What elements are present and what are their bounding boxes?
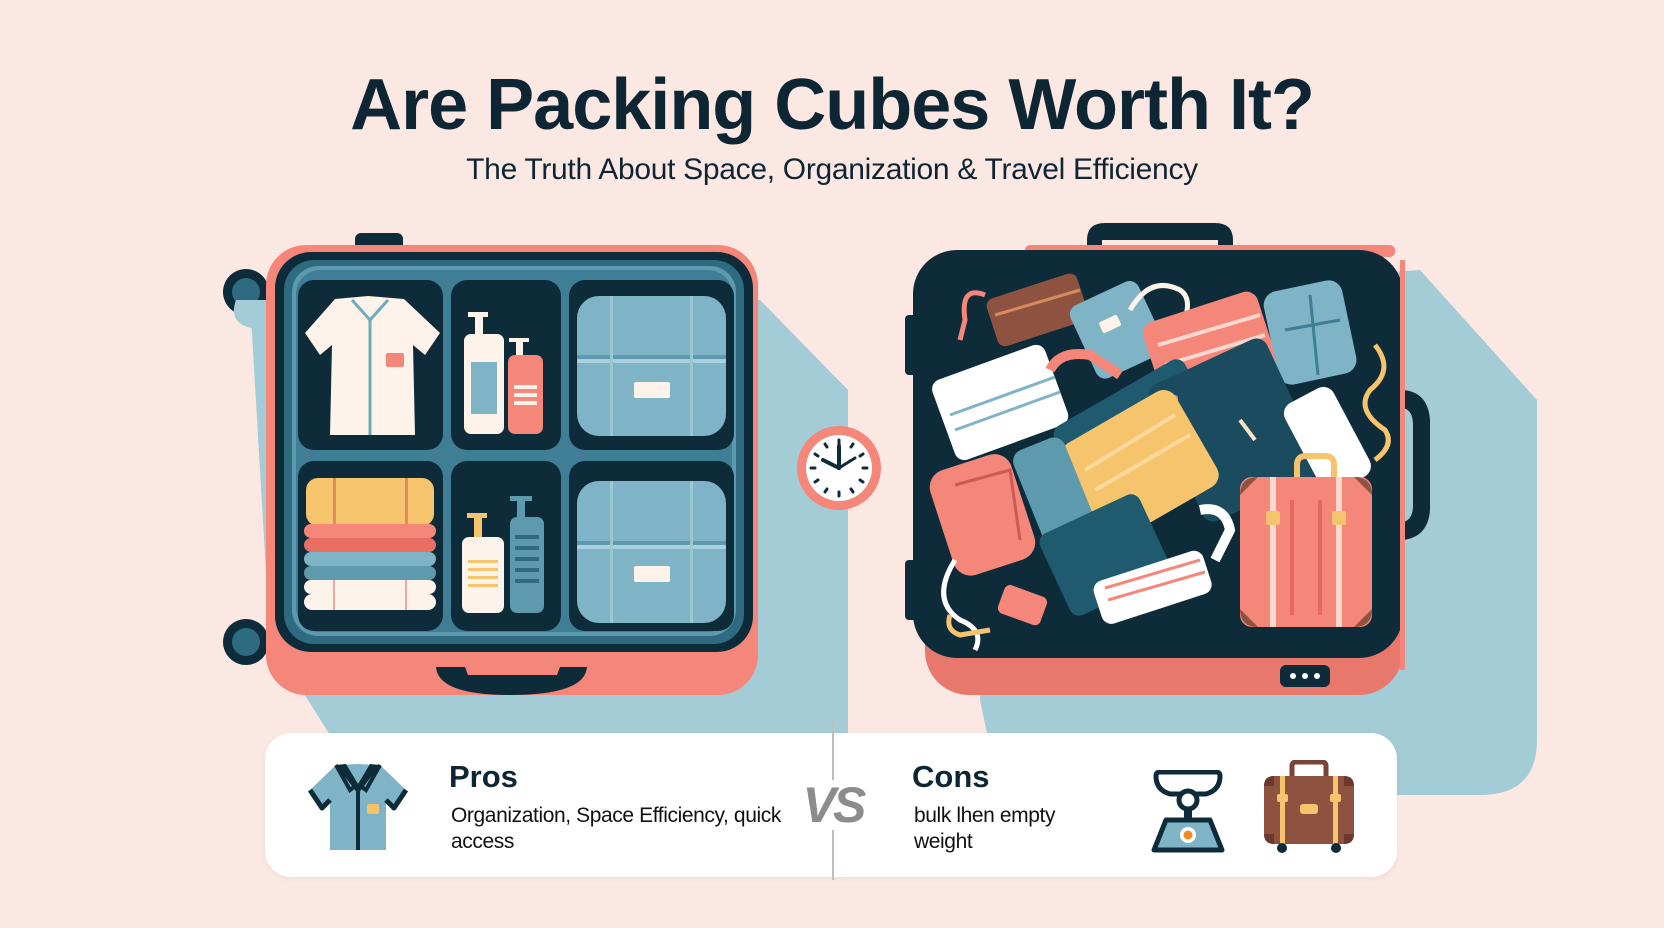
jumbled-items [929, 273, 1391, 652]
page-subtitle: The Truth About Space, Organization & Tr… [466, 153, 1198, 186]
cons-heading: Cons [912, 759, 990, 794]
scale-icon [1151, 770, 1225, 853]
vs-gap [826, 780, 840, 830]
page-title: Are Packing Cubes Worth It? [350, 65, 1315, 145]
cons-body: bulk lhen empty weight [914, 803, 1114, 855]
pros-heading: Pros [449, 759, 518, 794]
pros-body: Organization, Space Efficiency, quick ac… [451, 804, 781, 853]
cons-line-1: bulk lhen empty [914, 804, 1056, 827]
suitcase-icon [1264, 760, 1354, 853]
messy-suitcase [905, 223, 1430, 695]
shirt-icon [307, 764, 409, 850]
shirt-icon-large [305, 296, 440, 435]
clock-icon [797, 426, 881, 510]
folded-clothes [304, 478, 436, 610]
packing-cube-top [577, 296, 726, 436]
mini-coral-suitcase [1240, 453, 1372, 627]
organized-suitcase [223, 233, 758, 695]
toiletry-bottles-bottom [462, 496, 544, 613]
packing-cube-bottom [577, 481, 726, 623]
toiletry-bottles-top [464, 312, 543, 434]
vs-label: VS [802, 777, 867, 833]
cons-line-2: weight [914, 830, 973, 853]
